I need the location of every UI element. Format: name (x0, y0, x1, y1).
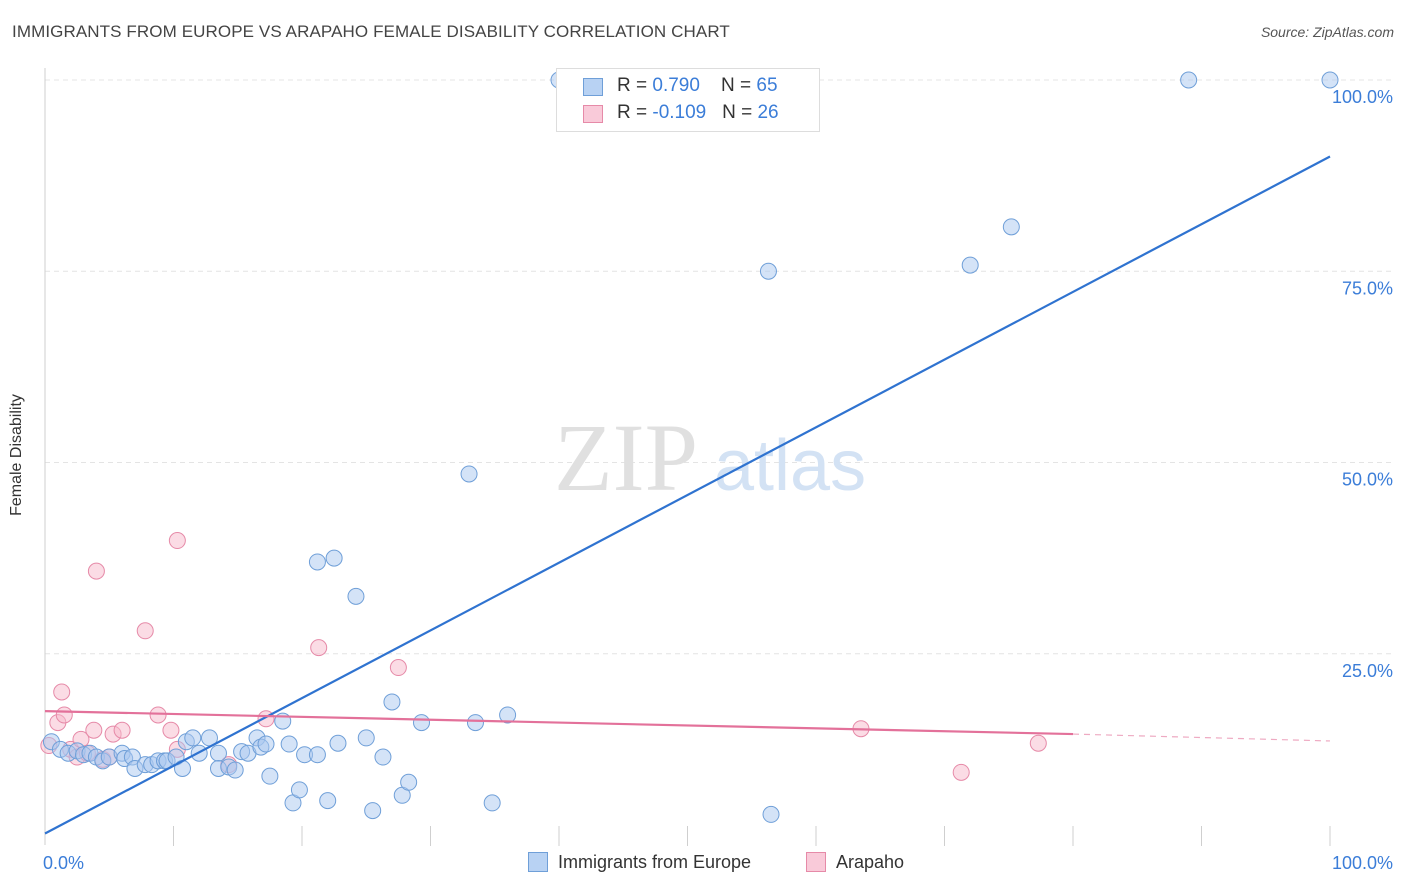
arapaho-point (1029, 734, 1047, 752)
europe-point (261, 767, 279, 785)
europe-point (308, 553, 326, 571)
arapaho-point (149, 706, 167, 724)
legend-r-value: -0.109 (652, 102, 707, 123)
europe-point (460, 465, 478, 483)
y-tick-label: 75.0% (1342, 278, 1393, 298)
europe-point (357, 729, 375, 747)
europe-point (329, 734, 347, 752)
arapaho-point (162, 721, 180, 739)
chart-title: IMMIGRANTS FROM EUROPE VS ARAPAHO FEMALE… (12, 22, 730, 41)
europe-point (184, 729, 202, 747)
bottom-legend-label: Arapaho (836, 852, 905, 872)
arapaho-trend-line (44, 710, 1074, 736)
bottom-legend-label: Immigrants from Europe (558, 852, 752, 872)
watermark-atlas: atlas (714, 426, 866, 506)
arapaho-point (310, 639, 328, 657)
legend-swatch-blue (583, 78, 603, 96)
trend-lines (44, 155, 1331, 835)
europe-point (226, 761, 244, 779)
europe-point (383, 693, 401, 711)
legend-r-value: 0.790 (652, 75, 700, 96)
europe-point (347, 587, 365, 605)
arapaho-point (113, 721, 131, 739)
x-tick-label: 100.0% (1332, 853, 1393, 873)
europe-point (961, 256, 979, 274)
arapaho-point (53, 683, 71, 701)
europe-point (413, 714, 431, 732)
europe-point (499, 706, 517, 724)
arapaho-point (389, 659, 407, 677)
arapaho-point (87, 562, 105, 580)
bottom-legend-arapaho: Arapaho (806, 852, 904, 873)
arapaho-point (136, 622, 154, 640)
europe-point (483, 794, 501, 812)
arapaho-trend-extension (1072, 733, 1331, 742)
arapaho-point (85, 721, 103, 739)
europe-point (308, 746, 326, 764)
bottom-swatch-pink (806, 852, 826, 872)
x-tick-label: 0.0% (43, 853, 84, 873)
europe-point (466, 714, 484, 732)
europe-point (374, 748, 392, 766)
y-tick-label: 25.0% (1342, 661, 1393, 681)
legend-n-value: 65 (756, 75, 778, 96)
arapaho-point (55, 706, 73, 724)
europe-point (759, 262, 777, 280)
source-note: Source: ZipAtlas.com (1260, 24, 1394, 40)
bottom-legend-europe: Immigrants from Europe (528, 852, 751, 873)
bottom-swatch-blue (528, 852, 548, 872)
europe-trend-line (44, 155, 1331, 835)
europe-point (257, 735, 275, 753)
europe-point (325, 549, 343, 567)
grid-lines (45, 79, 1395, 655)
watermark: ZIP atlas (554, 404, 866, 511)
y-tick-label: 100.0% (1332, 87, 1393, 107)
stats-legend: R = 0.790 N = 65 R = -0.109 N = 26 (556, 68, 820, 132)
europe-point (209, 744, 227, 762)
europe-point (1002, 218, 1020, 236)
europe-point (319, 792, 337, 810)
europe-point (1321, 71, 1339, 89)
europe-point (762, 805, 780, 823)
legend-n-value: 26 (757, 102, 779, 123)
arapaho-point (168, 532, 186, 550)
legend-swatch-pink (583, 105, 603, 123)
legend-n-label: N = (721, 75, 757, 96)
europe-point (280, 735, 298, 753)
y-tick-label: 50.0% (1342, 470, 1393, 490)
europe-point (364, 802, 382, 820)
y-axis-label: Female Disability (8, 394, 25, 516)
europe-point (290, 781, 308, 799)
europe-point (400, 773, 418, 791)
axes (44, 68, 1331, 846)
arapaho-point (952, 763, 970, 781)
legend-r-label: R = (617, 75, 653, 96)
europe-points (42, 71, 1339, 823)
watermark-zip: ZIP (554, 404, 698, 511)
legend-n-label: N = (722, 102, 758, 123)
tick-labels: 25.0% 50.0% 75.0% 100.0% 0.0% 100.0% (43, 87, 1393, 873)
legend-r-label: R = (617, 102, 653, 123)
europe-point (1180, 71, 1198, 89)
